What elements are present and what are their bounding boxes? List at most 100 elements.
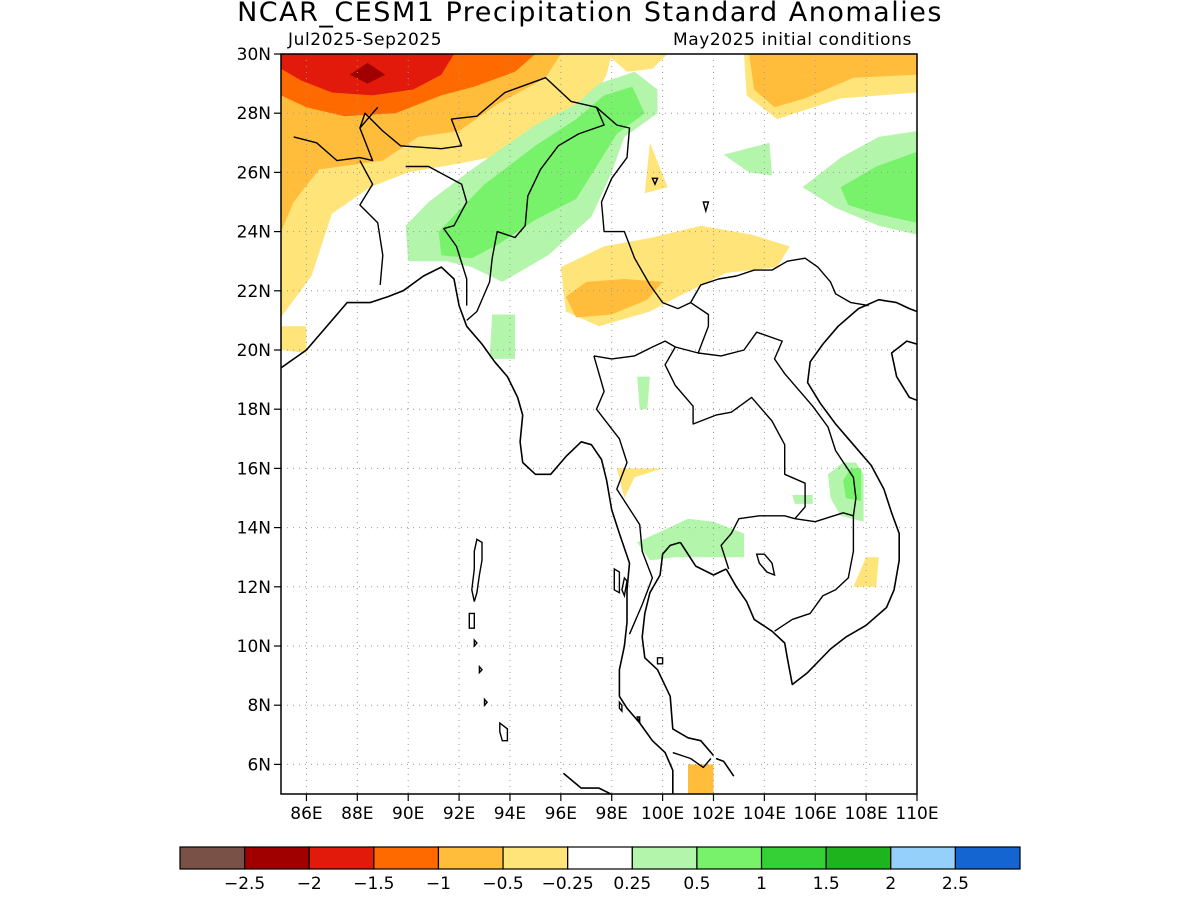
island-5 xyxy=(613,567,621,594)
island-6 xyxy=(621,576,628,599)
lat-tick-label: 16N xyxy=(237,459,271,479)
anomaly-region-7 xyxy=(749,54,917,108)
colorbar-label-11: 2.5 xyxy=(942,874,969,894)
coastline-3 xyxy=(725,298,917,686)
coastline-2 xyxy=(715,757,735,777)
island-2 xyxy=(478,664,483,675)
colorbar-label-1: −2 xyxy=(297,874,322,894)
axis-ticks-layer: 30N 28N 26N 24N 22N 20N 18N 16N 14N 12N 10N 8N 6N 86E… xyxy=(237,45,939,824)
map-frame xyxy=(280,53,918,795)
coastline-0 xyxy=(281,266,674,794)
lon-tick-label: 96E xyxy=(545,804,577,824)
colorbar-label-3: −1 xyxy=(426,874,451,894)
anomaly-region-17 xyxy=(723,142,772,176)
colorbar-label-4: −0.5 xyxy=(482,874,523,894)
anomaly-region-21 xyxy=(637,376,650,410)
colorbar-label-2: −1.5 xyxy=(353,874,394,894)
lat-tick-label: 6N xyxy=(247,755,271,775)
lon-tick-label: 88E xyxy=(341,804,373,824)
lat-tick-label: 10N xyxy=(237,637,271,657)
lat-tick-label: 24N xyxy=(237,223,271,243)
border-4 xyxy=(596,106,691,310)
coastline-4 xyxy=(641,541,715,757)
anomaly-region-25 xyxy=(843,468,861,501)
colorbar: −2.5 −2 −1.5 −1 −0.5 −0.25 0.25 0.5 1 1.5 2 2.5 xyxy=(179,846,1021,894)
island-1 xyxy=(468,612,475,629)
island-7 xyxy=(755,553,776,577)
island-10 xyxy=(636,716,641,724)
anomaly-region-11 xyxy=(281,326,307,353)
border-3 xyxy=(359,106,379,129)
colorbar-swatch-4 xyxy=(437,846,504,870)
anomaly-region-4 xyxy=(349,62,386,84)
lon-tick-label: 86E xyxy=(290,804,322,824)
island-9 xyxy=(618,700,623,713)
island-11 xyxy=(473,638,478,648)
colorbar-label-6: 0.25 xyxy=(613,874,651,894)
island-0 xyxy=(471,538,483,602)
lon-tick-label: 110E xyxy=(895,804,938,824)
border-11 xyxy=(593,355,654,635)
lat-tick-label: 26N xyxy=(237,163,271,183)
coastline-5 xyxy=(679,541,727,576)
anomaly-region-20 xyxy=(489,314,515,359)
colorbar-swatch-11 xyxy=(890,846,956,870)
coastline-1 xyxy=(562,772,613,794)
colorbar-label-0: −2.5 xyxy=(224,874,265,894)
border-7 xyxy=(675,302,710,354)
colorbar-swatch-2 xyxy=(308,846,375,870)
lat-tick-label: 30N xyxy=(237,45,271,65)
colorbar-swatch-8 xyxy=(696,846,763,870)
island-4 xyxy=(483,697,489,708)
lat-tick-label: 14N xyxy=(237,519,271,539)
lat-tick-label: 22N xyxy=(237,282,271,302)
island-3 xyxy=(499,721,509,742)
border-8 xyxy=(698,331,857,516)
colorbar-swatch-0 xyxy=(179,846,246,870)
anomaly-region-23 xyxy=(792,495,813,504)
anomaly-region-13 xyxy=(853,557,879,587)
lat-tick-label: 12N xyxy=(237,578,271,598)
map-subtitle-left: Jul2025-Sep2025 xyxy=(287,30,442,50)
colorbar-swatch-12 xyxy=(954,846,1021,870)
lon-tick-label: 94E xyxy=(494,804,526,824)
lat-tick-label: 18N xyxy=(237,400,271,420)
lon-tick-label: 108E xyxy=(845,804,888,824)
lon-tick-label: 100E xyxy=(641,804,684,824)
lon-tick-label: 104E xyxy=(743,804,786,824)
anomaly-region-22 xyxy=(637,518,744,561)
colorbar-swatch-3 xyxy=(373,846,440,870)
map-subtitle-right: May2025 initial conditions xyxy=(673,30,912,50)
colorbar-swatch-5 xyxy=(502,846,569,870)
colorbar-label-9: 1.5 xyxy=(813,874,840,894)
lon-tick-label: 98E xyxy=(596,804,628,824)
island-13 xyxy=(702,201,710,214)
border-9 xyxy=(720,515,796,570)
anomaly-region-19 xyxy=(840,151,917,223)
coastline-border-layer xyxy=(281,76,917,794)
colorbar-label-10: 2 xyxy=(885,874,896,894)
anomaly-region-14 xyxy=(688,764,714,794)
lat-tick-label: 8N xyxy=(247,696,271,716)
lon-tick-label: 106E xyxy=(794,804,837,824)
lon-tick-label: 90E xyxy=(392,804,424,824)
colorbar-swatch-9 xyxy=(760,846,827,870)
colorbar-swatch-7 xyxy=(631,846,698,870)
lon-tick-label: 102E xyxy=(692,804,735,824)
colorbar-swatch-10 xyxy=(825,846,892,870)
lat-tick-label: 20N xyxy=(237,341,271,361)
border-0 xyxy=(293,76,605,321)
border-10 xyxy=(774,512,855,632)
border-1 xyxy=(405,165,468,306)
border-5 xyxy=(689,257,869,307)
anomaly-region-10 xyxy=(565,279,663,318)
map-title: NCAR_CESM1 Precipitation Standard Anomal… xyxy=(237,0,943,28)
lat-tick-label: 28N xyxy=(237,104,271,124)
colorbar-swatch-1 xyxy=(244,846,310,870)
colorbar-swatch-6 xyxy=(567,846,633,870)
anomaly-region-12 xyxy=(616,468,663,498)
border-6 xyxy=(593,340,806,520)
colorbar-label-8: 1 xyxy=(756,874,767,894)
island-12 xyxy=(651,177,659,186)
border-12 xyxy=(672,751,712,769)
